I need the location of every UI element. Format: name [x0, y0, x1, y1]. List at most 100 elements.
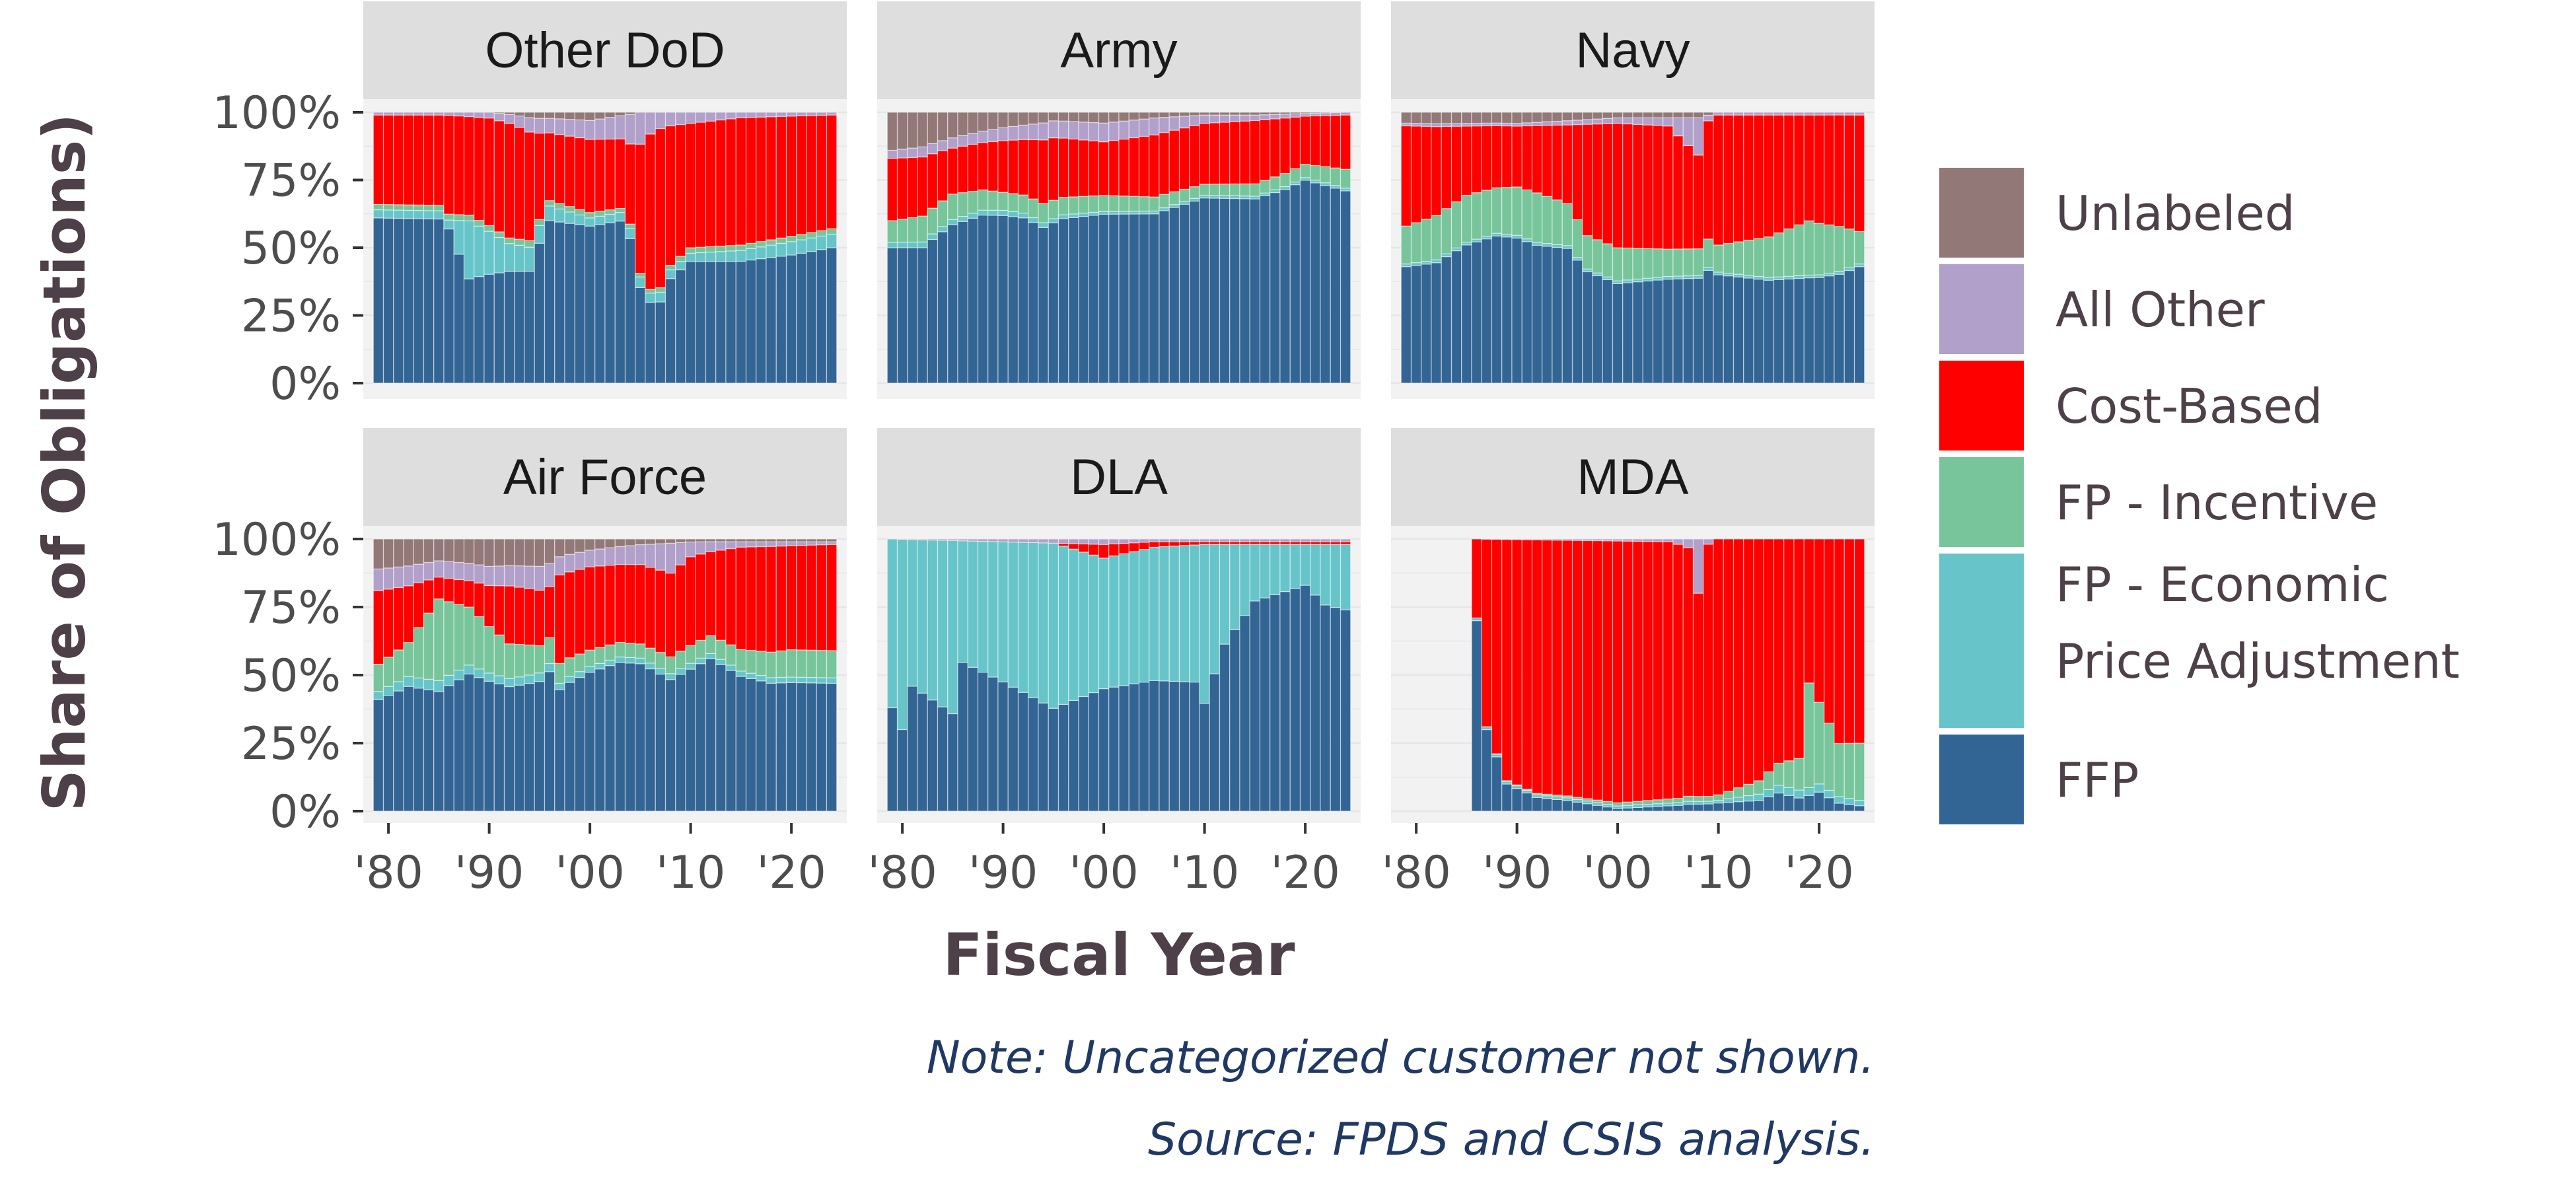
- bar-segment-oth: [1048, 120, 1059, 139]
- bar-segment-ffp: [785, 682, 797, 812]
- bar-segment-oth: [1642, 538, 1654, 542]
- bar-segment-ffp: [1168, 207, 1180, 384]
- bar-segment-cost: [423, 114, 435, 206]
- bar-segment-ffp: [1834, 803, 1845, 812]
- bar-segment-inc: [1431, 215, 1442, 261]
- bar-segment-oth: [1299, 113, 1311, 117]
- bar-segment-cost: [1642, 540, 1654, 801]
- bar-segment-cost: [474, 583, 485, 618]
- y-tick-label: 25%: [241, 291, 341, 343]
- bar-segment-unl: [1642, 112, 1654, 118]
- bar-segment-ffp: [1017, 217, 1029, 384]
- bar-segment-epa: [1542, 243, 1553, 247]
- bar-segment-unl: [806, 538, 817, 542]
- bar-segment-epa: [1642, 277, 1654, 281]
- bar-segment-epa: [1270, 544, 1281, 595]
- bar-segment-unl: [1289, 112, 1301, 114]
- bar-segment-oth: [785, 112, 797, 117]
- bar-segment-cost: [1068, 543, 1079, 550]
- bar-segment-epa: [1663, 803, 1674, 807]
- bar-segment-inc: [1682, 248, 1694, 277]
- bar-segment-cost: [1299, 116, 1311, 165]
- bar-segment-inc: [433, 598, 445, 681]
- bar-segment-oth: [544, 118, 555, 133]
- bar-segment-unl: [594, 112, 606, 120]
- bar-segment-cost: [1138, 135, 1150, 198]
- bar-segment-unl: [1441, 112, 1452, 124]
- facet-strip: [363, 428, 847, 526]
- bar-segment-inc: [1239, 183, 1250, 197]
- bar-segment-cost: [1824, 538, 1835, 724]
- bar-segment-inc: [382, 204, 394, 211]
- bar-segment-epa: [1149, 210, 1160, 215]
- bar-segment-epa: [947, 219, 958, 225]
- bar-segment-epa: [695, 252, 707, 262]
- bar-segment-cost: [1642, 124, 1654, 249]
- bar-segment-epa: [1582, 801, 1593, 805]
- bar-segment-oth: [534, 565, 546, 591]
- bar-segment-oth: [1834, 112, 1845, 116]
- x-tick-label: '20: [757, 847, 826, 899]
- bar-segment-inc: [725, 245, 736, 252]
- bar-segment-inc: [614, 641, 626, 658]
- bar-segment-ffp: [1239, 198, 1250, 384]
- bar-segment-inc: [1682, 795, 1694, 802]
- bar-segment-inc: [1672, 797, 1684, 803]
- bar-segment-ffp: [725, 260, 736, 384]
- bar-segment-epa: [524, 674, 535, 684]
- bar-segment-cost: [373, 114, 384, 205]
- bar-segment-cost: [785, 545, 797, 651]
- bar-segment-ffp: [735, 260, 747, 384]
- bar-segment-cost: [1682, 547, 1694, 797]
- bar-segment-epa: [1259, 544, 1271, 598]
- bar-segment-cost: [1028, 139, 1039, 199]
- bar-segment-ffp: [1692, 803, 1704, 812]
- bar-segment-oth: [1178, 116, 1190, 129]
- bar-segment-cost: [785, 116, 797, 237]
- bar-segment-inc: [725, 644, 736, 666]
- bar-segment-inc: [826, 650, 838, 678]
- bar-segment-cost: [463, 580, 475, 608]
- bar-segment-inc: [1642, 800, 1654, 805]
- bar-segment-ffp: [604, 665, 616, 812]
- bar-segment-epa: [503, 243, 515, 272]
- bar-segment-epa: [1571, 256, 1583, 261]
- bar-segment-epa: [1763, 277, 1775, 281]
- bar-segment-ffp: [1542, 246, 1553, 384]
- bar-segment-inc: [664, 656, 676, 674]
- bar-segment-ffp: [1763, 796, 1775, 812]
- bar-segment-ffp: [1592, 275, 1603, 384]
- bar-segment-cost: [514, 587, 525, 645]
- facet-title: Army: [1060, 22, 1177, 79]
- bar-segment-cost: [1239, 120, 1250, 184]
- bar-segment-ffp: [756, 680, 767, 812]
- bar-segment-cost: [1682, 145, 1694, 250]
- bar-segment-inc: [1813, 702, 1825, 785]
- bar-segment-cost: [1703, 120, 1714, 240]
- bar-segment-epa: [785, 241, 797, 256]
- bar-segment-unl: [826, 538, 838, 542]
- bar-segment-cost: [735, 117, 747, 246]
- bar-segment-oth: [503, 114, 515, 124]
- bar-segment-ffp: [1270, 192, 1281, 384]
- bar-segment-unl: [382, 538, 394, 569]
- bar-segment-epa: [1410, 262, 1422, 266]
- bar-segment-oth: [664, 542, 676, 574]
- bar-segment-cost: [1118, 138, 1129, 197]
- bar-segment-oth: [1168, 116, 1180, 131]
- bar-segment-oth: [967, 538, 979, 542]
- bar-segment-oth: [745, 541, 757, 548]
- bar-segment-unl: [1622, 112, 1633, 118]
- bar-segment-ffp: [1703, 270, 1714, 384]
- bar-segment-unl: [917, 112, 928, 147]
- bar-segment-epa: [927, 233, 939, 240]
- facet-panel: Air Force 0% 25% 50% 75% 100% '80 '90 '00 '10 '20: [213, 428, 847, 899]
- bar-segment-cost: [1189, 125, 1200, 188]
- bar-segment-ffp: [796, 682, 807, 812]
- bar-segment-ffp: [1582, 803, 1593, 812]
- bar-segment-inc: [1663, 798, 1674, 804]
- bar-segment-unl: [1128, 112, 1140, 121]
- bar-segment-unl: [554, 112, 565, 120]
- bar-segment-cost: [534, 132, 546, 220]
- bar-segment-cost: [483, 118, 495, 226]
